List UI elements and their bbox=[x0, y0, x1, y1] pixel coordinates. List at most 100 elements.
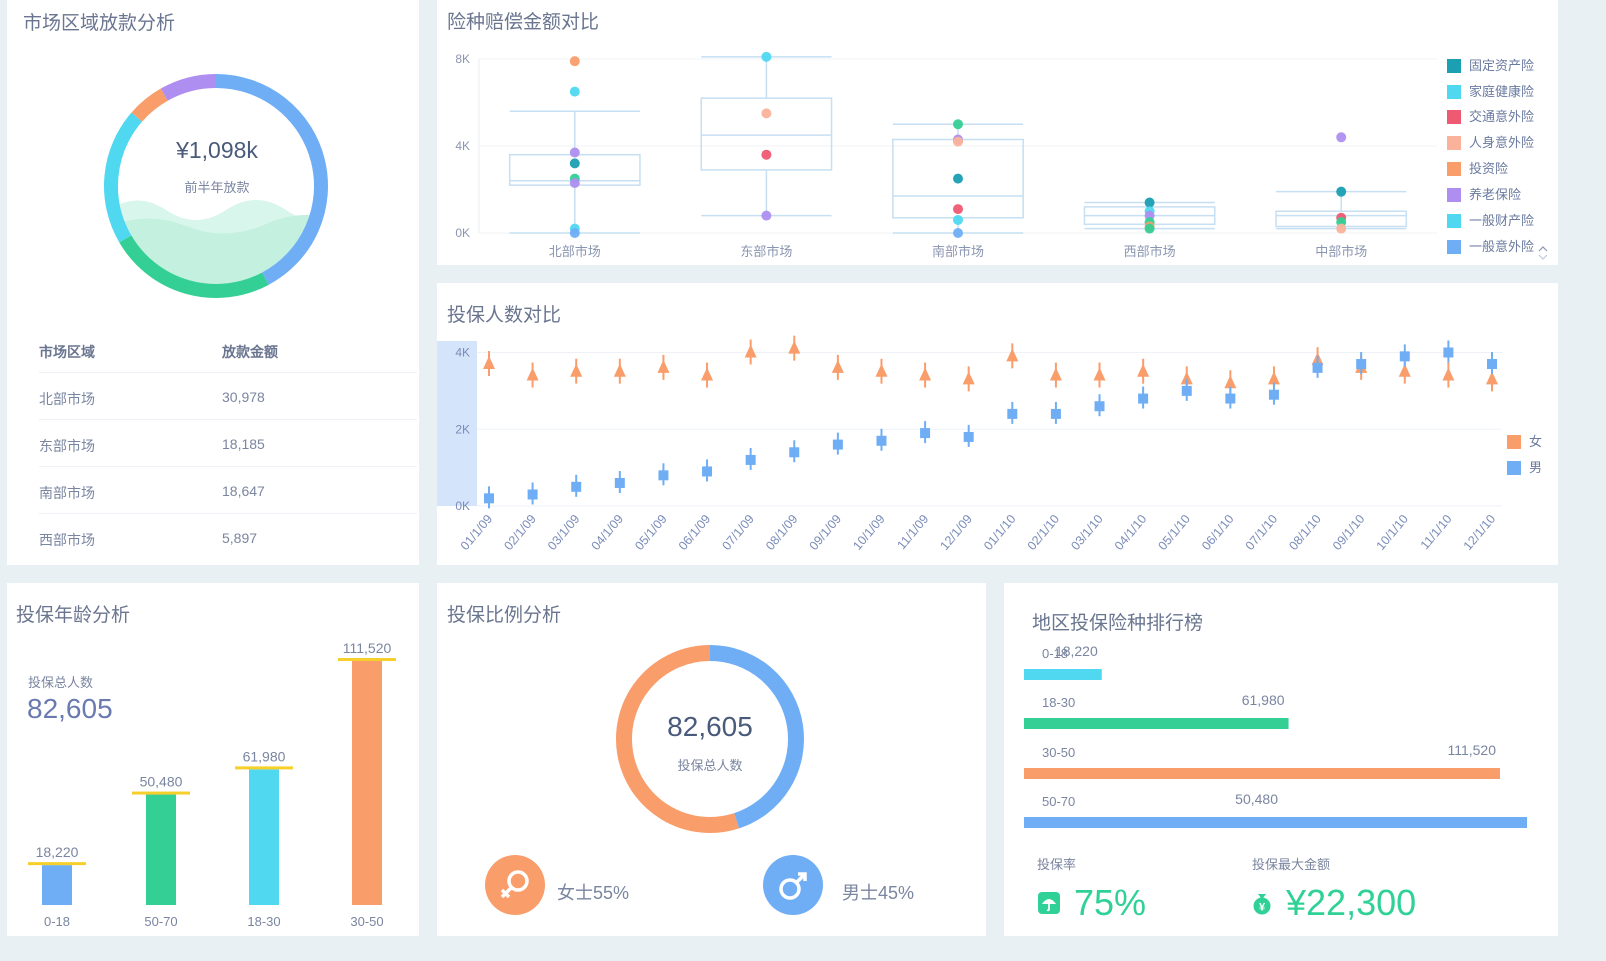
age-bar-chart: 18,220 0-18 50,480 50-70 61,980 18-30 111,520 3… bbox=[28, 640, 396, 929]
box-body bbox=[700, 97, 833, 171]
y-tick-label: 2K bbox=[455, 422, 470, 436]
donut-slice bbox=[215, 74, 328, 285]
box-point bbox=[953, 228, 963, 238]
box-point bbox=[761, 149, 772, 160]
male-marker bbox=[1312, 362, 1323, 373]
max-amount-value: ¥22,300 bbox=[1286, 882, 1417, 923]
table-header-row: 市场区域 放款金额 bbox=[39, 326, 417, 373]
male-marker bbox=[1443, 347, 1454, 358]
x-tick-label: 09/1/10 bbox=[1330, 512, 1368, 553]
box-point bbox=[569, 228, 580, 238]
female-marker bbox=[570, 363, 583, 377]
x-tick-label: 11/1/09 bbox=[894, 512, 931, 552]
x-tick-label: 30-50 bbox=[350, 914, 383, 929]
female-marker bbox=[831, 359, 844, 373]
claim-amount-panel: 险种赔偿金额对比 0K 4K 8K 北部市场 东部市场 南部市场 西部市场 中部市场 固定资产… bbox=[437, 0, 1558, 265]
donut-slice bbox=[104, 112, 143, 243]
ranking-value-label: 18,220 bbox=[1055, 643, 1098, 659]
rate-value: 75% bbox=[1074, 882, 1147, 923]
legend-swatch bbox=[1447, 136, 1461, 150]
table-cell-amount: 30,978 bbox=[222, 389, 265, 405]
male-marker bbox=[527, 489, 538, 500]
box-point bbox=[953, 173, 963, 184]
box-point bbox=[761, 108, 772, 119]
x-tick-label: 11/1/10 bbox=[1418, 512, 1455, 552]
bar-top-line bbox=[28, 862, 86, 866]
legend-label: 男 bbox=[1529, 460, 1543, 475]
male-marker bbox=[1094, 401, 1105, 412]
female-marker bbox=[1486, 371, 1498, 385]
donut-slice bbox=[160, 74, 217, 101]
ranking-category-label: 0-18 bbox=[1042, 646, 1068, 661]
male-marker bbox=[1399, 351, 1410, 362]
male-marker bbox=[1138, 393, 1149, 404]
rate-label: 投保率 bbox=[1037, 857, 1077, 872]
box-point bbox=[953, 119, 963, 130]
donut-slice bbox=[131, 88, 168, 122]
box-point bbox=[1336, 186, 1347, 197]
legend-label: 人身意外险 bbox=[1469, 135, 1535, 150]
x-tick-label: 03/1/09 bbox=[545, 512, 583, 553]
legend-swatch bbox=[1447, 85, 1461, 99]
bar-top-line bbox=[338, 658, 396, 661]
table-row: 东部市场 18,185 bbox=[39, 420, 417, 467]
y-tick-label: 0K bbox=[455, 499, 470, 513]
y-tick-label: 4K bbox=[455, 346, 470, 360]
box-point bbox=[1336, 223, 1347, 234]
box-point bbox=[1336, 132, 1347, 143]
ranking-value-label: 61,980 bbox=[1242, 692, 1285, 708]
liquid-wave-front bbox=[118, 215, 314, 284]
ranking-category-label: 30-50 bbox=[1042, 745, 1075, 760]
x-tick-label: 03/1/10 bbox=[1068, 512, 1106, 553]
female-marker bbox=[1267, 371, 1280, 385]
ranking-bar bbox=[1024, 817, 1527, 828]
ranking-category-label: 50-70 bbox=[1042, 794, 1075, 809]
bar-value-label: 50,480 bbox=[140, 774, 183, 790]
bar-top-line bbox=[235, 766, 293, 770]
x-tick-label: 东部市场 bbox=[740, 244, 792, 259]
female-marker bbox=[1006, 348, 1019, 362]
table-header-amount: 放款金额 bbox=[222, 344, 278, 360]
region-ranking-panel: 地区投保险种排行榜 0-18 18,220 18-30 61,980 30-50 111,… bbox=[1004, 583, 1558, 936]
table-cell-region: 东部市场 bbox=[39, 438, 95, 454]
female-marker bbox=[875, 363, 888, 377]
box-point bbox=[569, 56, 580, 67]
box-point bbox=[761, 51, 772, 62]
scroll-arrows-icon[interactable] bbox=[1538, 244, 1548, 262]
female-marker bbox=[1137, 363, 1150, 377]
legend-label: 养老保险 bbox=[1469, 187, 1522, 202]
total-insured-value: 82,605 bbox=[27, 693, 113, 724]
x-tick-label: 10/1/10 bbox=[1374, 512, 1412, 553]
ratio-slice bbox=[616, 645, 740, 833]
ratio-slice bbox=[709, 645, 804, 829]
male-marker bbox=[614, 477, 625, 488]
female-marker bbox=[1442, 367, 1455, 381]
female-marker bbox=[701, 367, 714, 381]
box-point bbox=[953, 214, 963, 225]
ranking-value-label: 111,520 bbox=[1447, 742, 1496, 758]
x-tick-label: 04/1/09 bbox=[589, 512, 627, 553]
legend-label: 女 bbox=[1529, 434, 1543, 449]
x-tick-label: 中部市场 bbox=[1315, 244, 1367, 259]
x-tick-label: 09/1/09 bbox=[807, 512, 845, 553]
female-marker bbox=[962, 371, 975, 385]
male-label: 男士45% bbox=[842, 883, 915, 903]
female-marker bbox=[744, 344, 757, 358]
male-marker bbox=[484, 493, 494, 504]
market-lending-panel: 市场区域放款分析 ¥1,098k 前半年放款 市场区域 放款金额 北部市场 30… bbox=[7, 0, 419, 565]
table-cell-amount: 18,185 bbox=[222, 436, 265, 452]
box-point bbox=[569, 158, 580, 169]
female-marker bbox=[526, 367, 539, 381]
legend-swatch bbox=[1507, 435, 1521, 449]
table-cell-region: 南部市场 bbox=[39, 485, 95, 501]
ranking-category-label: 18-30 bbox=[1042, 695, 1075, 710]
x-tick-label: 02/1/09 bbox=[501, 512, 539, 553]
x-tick-label: 0-18 bbox=[44, 914, 70, 929]
male-marker bbox=[1050, 408, 1061, 419]
x-tick-label: 05/1/09 bbox=[632, 512, 670, 553]
age-bar bbox=[249, 769, 279, 905]
male-marker bbox=[1225, 393, 1236, 404]
box-point bbox=[569, 177, 580, 188]
x-tick-label: 07/1/09 bbox=[719, 512, 757, 553]
total-insured-label: 投保总人数 bbox=[28, 675, 94, 690]
